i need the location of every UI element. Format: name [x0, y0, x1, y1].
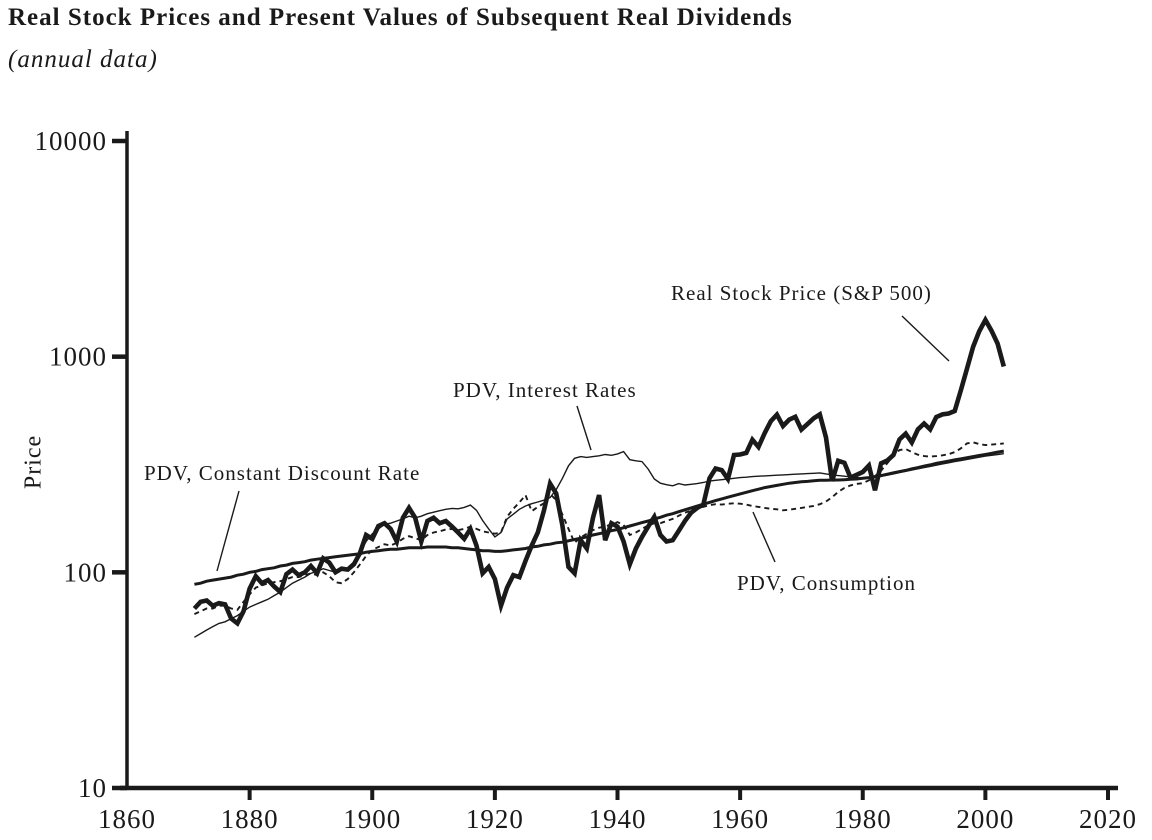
- x-tick-label-1920: 1920: [466, 804, 524, 834]
- y-tick-label-10000: 10000: [35, 126, 108, 156]
- x-tick-label-1960: 1960: [711, 804, 769, 834]
- annotation-leader-real-stock-price-s-p-500: [901, 315, 950, 362]
- annotation-leader-pdv-interest-rates: [576, 405, 592, 451]
- y-tick-label-1000: 1000: [49, 342, 107, 372]
- figure-subtitle: (annual data): [8, 46, 158, 73]
- figure-title: Real Stock Prices and Present Values of …: [8, 4, 793, 31]
- annotation-pdv-interest-rates: PDV, Interest Rates: [453, 378, 637, 402]
- annotation-pdv-consumption: PDV, Consumption: [737, 571, 916, 595]
- series-line-real-stock-price-s-p-500: [192, 315, 1007, 627]
- x-tick-label-1980: 1980: [834, 804, 892, 834]
- annotation-leader-pdv-constant-discount-rate: [216, 490, 240, 572]
- annotation-pdv-constant-discount-rate: PDV, Constant Discount Rate: [144, 461, 421, 485]
- x-tick-label-1940: 1940: [589, 804, 647, 834]
- x-tick-label-1900: 1900: [343, 804, 401, 834]
- x-tick-label-2020: 2020: [1079, 804, 1137, 834]
- annotation-real-stock-price: Real Stock Price (S&P 500): [671, 281, 932, 305]
- series-line-pdv-constant-discount-rate: [194, 449, 1005, 586]
- x-tick-label-1860: 1860: [98, 804, 156, 834]
- series-line-pdv-consumption: [194, 441, 1004, 615]
- y-tick-label-10: 10: [78, 773, 107, 803]
- x-tick-label-1880: 1880: [221, 804, 279, 834]
- annotation-leader-pdv-consumption: [752, 511, 776, 563]
- y-tick-label-100: 100: [64, 557, 108, 587]
- x-tick-label-2000: 2000: [956, 804, 1014, 834]
